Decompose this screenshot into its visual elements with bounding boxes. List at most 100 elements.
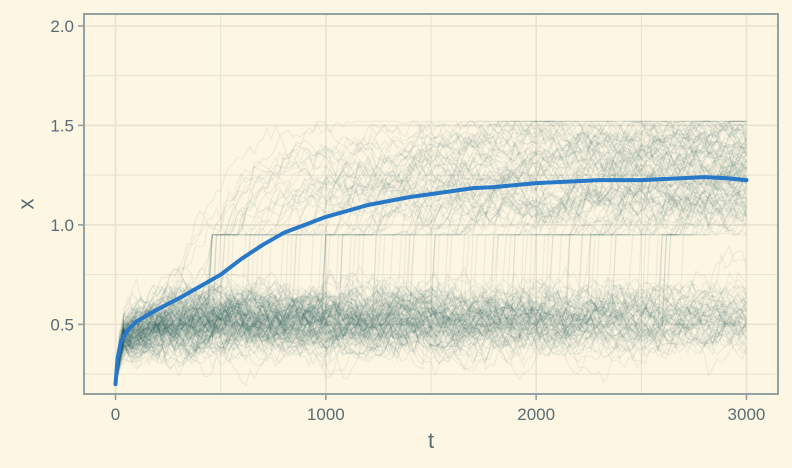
simulated-path xyxy=(114,179,747,385)
simulated-path xyxy=(114,120,748,385)
simulated-path xyxy=(114,141,747,385)
simulated-path xyxy=(114,277,747,385)
simulated-path xyxy=(114,120,747,385)
simulated-path xyxy=(114,161,747,385)
simulated-path xyxy=(114,295,748,385)
simulated-path xyxy=(114,159,747,385)
simulated-path xyxy=(114,270,748,385)
simulated-path xyxy=(114,283,747,385)
simulated-path xyxy=(114,299,747,385)
simulated-path xyxy=(114,277,747,385)
simulated-path xyxy=(114,150,747,385)
simulated-path xyxy=(114,120,747,385)
simulated-path xyxy=(114,173,747,385)
simulated-path xyxy=(114,281,747,385)
grid-minor xyxy=(84,14,778,394)
simulated-path xyxy=(114,152,748,385)
simulated-path xyxy=(114,125,748,385)
simulated-path xyxy=(114,285,747,385)
y-tick-label: 0.5 xyxy=(50,315,74,334)
simulated-path xyxy=(114,280,747,385)
simulated-path xyxy=(114,132,747,385)
simulated-path xyxy=(114,277,747,385)
simulated-path xyxy=(114,123,747,385)
simulated-path xyxy=(114,292,747,385)
y-tick-label: 2.0 xyxy=(50,17,74,36)
simulated-path xyxy=(114,126,748,385)
simulated-path xyxy=(114,120,747,385)
simulated-path xyxy=(114,284,747,385)
x-axis: 0 1000 2000 3000 xyxy=(111,394,765,424)
simulated-path xyxy=(114,151,747,385)
simulated-path xyxy=(114,277,747,385)
simulated-path xyxy=(114,287,747,385)
simulated-path xyxy=(114,154,747,385)
simulated-path xyxy=(114,124,747,385)
simulated-path xyxy=(114,288,747,385)
simulated-path xyxy=(114,176,747,385)
simulated-path xyxy=(114,283,748,385)
simulated-path xyxy=(114,135,747,385)
simulated-path xyxy=(114,306,748,385)
simulated-path xyxy=(114,299,748,385)
simulated-paths xyxy=(114,119,748,387)
simulated-path xyxy=(114,170,747,385)
simulated-path xyxy=(114,144,748,385)
simulated-path xyxy=(114,300,748,385)
simulated-path xyxy=(114,250,748,385)
simulated-path xyxy=(114,120,748,385)
mean-series-line xyxy=(113,175,749,387)
simulated-path xyxy=(114,123,747,385)
simulated-path xyxy=(114,129,747,385)
simulated-path xyxy=(114,291,748,385)
simulated-path xyxy=(114,295,747,385)
simulated-path xyxy=(114,140,747,385)
x-tick-label: 1000 xyxy=(307,405,345,424)
simulated-path xyxy=(114,136,747,385)
simulated-path xyxy=(114,123,747,385)
simulated-path xyxy=(114,131,747,385)
simulated-path xyxy=(114,120,747,385)
simulated-path xyxy=(114,291,747,385)
simulated-path xyxy=(114,154,747,385)
simulated-path xyxy=(114,129,748,385)
simulated-path xyxy=(114,120,747,385)
simulated-path xyxy=(114,281,747,385)
simulated-path xyxy=(114,170,747,385)
simulated-path xyxy=(114,120,748,385)
simulated-path xyxy=(114,185,748,385)
simulated-path xyxy=(114,153,748,385)
simulated-path xyxy=(114,124,748,385)
simulated-path xyxy=(114,293,748,385)
simulated-path xyxy=(114,281,748,385)
simulated-path xyxy=(114,120,747,385)
simulated-path xyxy=(114,279,748,385)
simulated-path xyxy=(114,120,748,385)
simulated-path xyxy=(114,177,747,385)
simulated-path xyxy=(114,281,748,385)
y-tick-label: 1.5 xyxy=(50,116,74,135)
simulated-path xyxy=(114,296,748,385)
simulated-path xyxy=(114,288,748,385)
simulated-path xyxy=(114,290,748,385)
simulated-path xyxy=(114,266,747,385)
simulated-path xyxy=(114,120,748,385)
simulated-path xyxy=(114,317,748,385)
simulated-path xyxy=(114,278,748,385)
simulated-path xyxy=(114,196,748,385)
simulated-path xyxy=(114,205,747,385)
simulated-path xyxy=(114,287,747,385)
simulated-path xyxy=(114,120,747,385)
simulated-path xyxy=(114,270,747,385)
simulated-path xyxy=(114,180,748,385)
simulated-path xyxy=(114,120,747,385)
simulated-path xyxy=(114,140,748,385)
simulated-path xyxy=(114,120,748,385)
simulated-path xyxy=(114,279,747,385)
simulated-path xyxy=(114,149,747,385)
simulated-path xyxy=(114,297,747,385)
simulated-path xyxy=(114,201,747,385)
simulated-path xyxy=(114,129,747,385)
simulated-path xyxy=(114,120,748,385)
simulated-path xyxy=(114,153,747,385)
